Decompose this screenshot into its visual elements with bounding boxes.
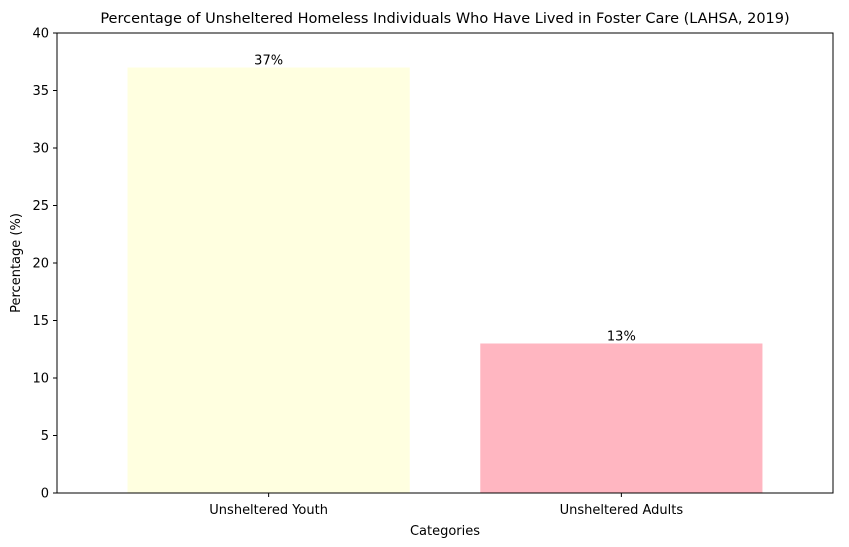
data-label-1: 13% (607, 330, 636, 345)
y-tick-label-0: 0 (41, 487, 49, 502)
bar-1 (480, 343, 763, 493)
bar-0 (127, 67, 410, 493)
data-labels-group: 37% 13% (254, 54, 636, 345)
y-tick-label-8: 40 (32, 27, 49, 42)
y-tick-label-7: 35 (32, 84, 49, 99)
bars-group (127, 67, 763, 493)
plot-frame (56, 32, 834, 494)
y-tick-label-2: 10 (32, 372, 49, 387)
x-tick-label-0: Unsheltered Youth (209, 503, 328, 518)
y-tick-label-5: 25 (32, 199, 49, 214)
x-axis: Unsheltered Youth Unsheltered Adults (209, 493, 683, 518)
y-tick-label-4: 20 (32, 257, 49, 272)
y-tick-label-3: 15 (32, 314, 49, 329)
x-axis-label: Categories (410, 524, 480, 539)
y-tick-label-6: 30 (32, 142, 49, 157)
chart-title: Percentage of Unsheltered Homeless Indiv… (100, 11, 789, 27)
y-axis-label: Percentage (%) (9, 213, 24, 313)
data-label-0: 37% (254, 54, 283, 69)
y-axis: 0 5 10 15 20 25 30 35 40 (32, 27, 57, 502)
y-tick-label-1: 5 (41, 429, 49, 444)
x-tick-label-1: Unsheltered Adults (560, 503, 684, 518)
